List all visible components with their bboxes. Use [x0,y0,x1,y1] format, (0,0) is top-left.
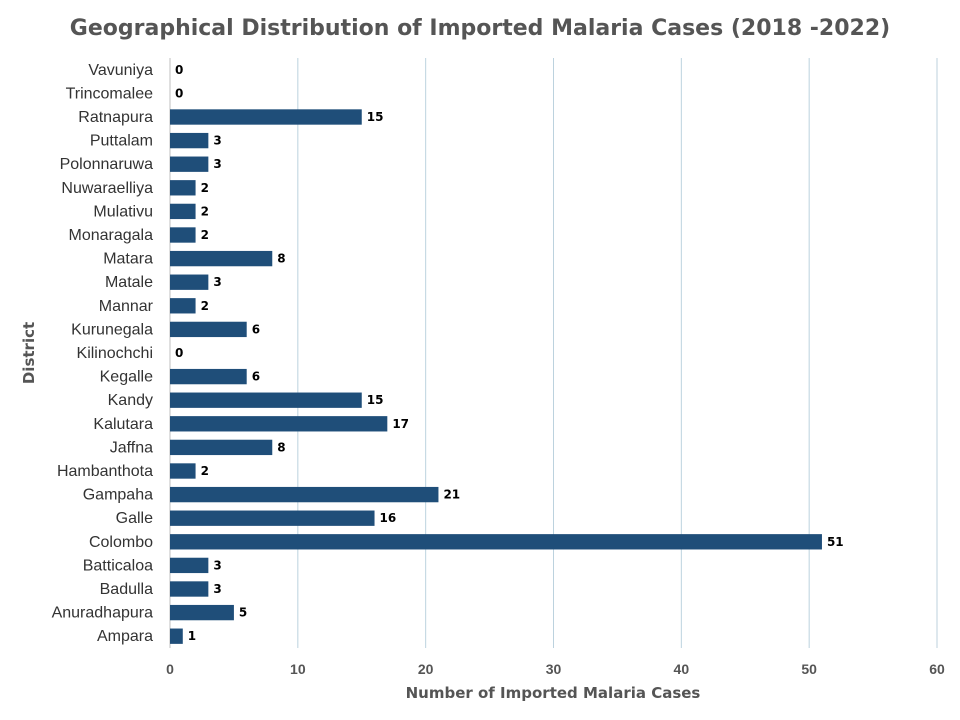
x-tick-label: 0 [166,661,174,677]
data-label: 0 [175,63,183,77]
category-label: Kegalle [100,369,153,386]
bars [170,109,822,644]
category-label: Badulla [100,581,153,598]
bar [170,298,196,314]
data-label: 0 [175,346,183,360]
data-label: 1 [188,629,196,643]
x-tick-label: 40 [674,661,690,677]
bar [170,368,247,385]
category-label: Galle [116,510,153,527]
chart-title: Geographical Distribution of Imported Ma… [70,16,890,41]
bar [170,227,196,243]
category-label: Batticaloa [83,557,153,574]
data-label: 8 [277,440,285,454]
x-tick-label: 50 [801,661,817,677]
data-label: 16 [380,511,397,525]
category-label: Matale [105,274,153,291]
data-label: 2 [201,228,209,242]
data-label: 15 [367,393,384,407]
bar [170,416,388,432]
category-label: Anuradhapura [52,605,154,622]
bar [170,557,209,574]
bar [170,180,196,196]
category-label: Matara [103,251,153,268]
category-label: Colombo [89,534,153,551]
data-label: 3 [213,275,221,289]
data-label: 5 [239,606,247,620]
bar [170,156,209,172]
bar [170,486,439,503]
category-label: Hambanthota [57,463,153,480]
data-label: 15 [367,110,384,124]
bar [170,392,362,408]
bar [170,274,209,290]
bar [170,604,234,621]
bar [170,439,273,456]
category-label: Ampara [97,628,153,645]
y-axis-title: District [20,322,38,384]
category-label: Ratnapura [78,109,153,126]
data-label: 6 [252,322,260,336]
x-tick-label: 20 [418,661,434,677]
category-label: Gampaha [83,487,153,504]
bar [170,109,362,125]
data-label: 3 [213,558,221,572]
x-tick-label: 60 [929,661,945,677]
bar [170,132,209,149]
category-label: Nuwaraelliya [61,180,153,197]
data-label: 2 [201,204,209,218]
category-label: Kurunegala [71,321,153,338]
category-label: Monaragala [69,227,154,244]
x-tick-label: 10 [290,661,306,677]
category-label: Puttalam [90,133,153,150]
x-tick-labels: 0 10 20 30 40 50 60 [166,661,945,677]
category-label: Vavuniya [88,62,153,79]
bar [170,534,822,550]
data-label: 2 [201,181,209,195]
data-label: 2 [201,299,209,313]
gridlines [297,58,938,648]
bar [170,510,375,526]
data-label: 17 [392,417,409,431]
data-label: 51 [827,535,844,549]
bar [170,463,196,479]
category-label: Polonnaruwa [60,156,154,173]
category-label: Mannar [99,298,154,315]
bar [170,250,273,267]
data-label: 21 [443,488,460,502]
x-tick-label: 30 [546,661,562,677]
category-label: Kandy [108,392,153,409]
data-label: 3 [213,134,221,148]
bar [170,321,247,338]
data-label: 3 [213,157,221,171]
category-label: Jaffna [110,439,153,456]
category-label: Trincomalee [66,85,154,102]
data-label: 0 [175,86,183,100]
data-label: 2 [201,464,209,478]
bar [170,203,196,220]
bar [170,581,209,597]
category-label: Kalutara [93,416,153,433]
data-label: 3 [213,582,221,596]
data-label: 8 [277,252,285,266]
category-labels: Ampara Anuradhapura Badulla Batticaloa Colom… [52,62,154,645]
data-label: 6 [252,370,260,384]
category-label: Mulativu [93,203,153,220]
bar [170,628,183,644]
x-axis-title: Number of Imported Malaria Cases [406,684,701,702]
category-label: Kilinochchi [77,345,153,362]
